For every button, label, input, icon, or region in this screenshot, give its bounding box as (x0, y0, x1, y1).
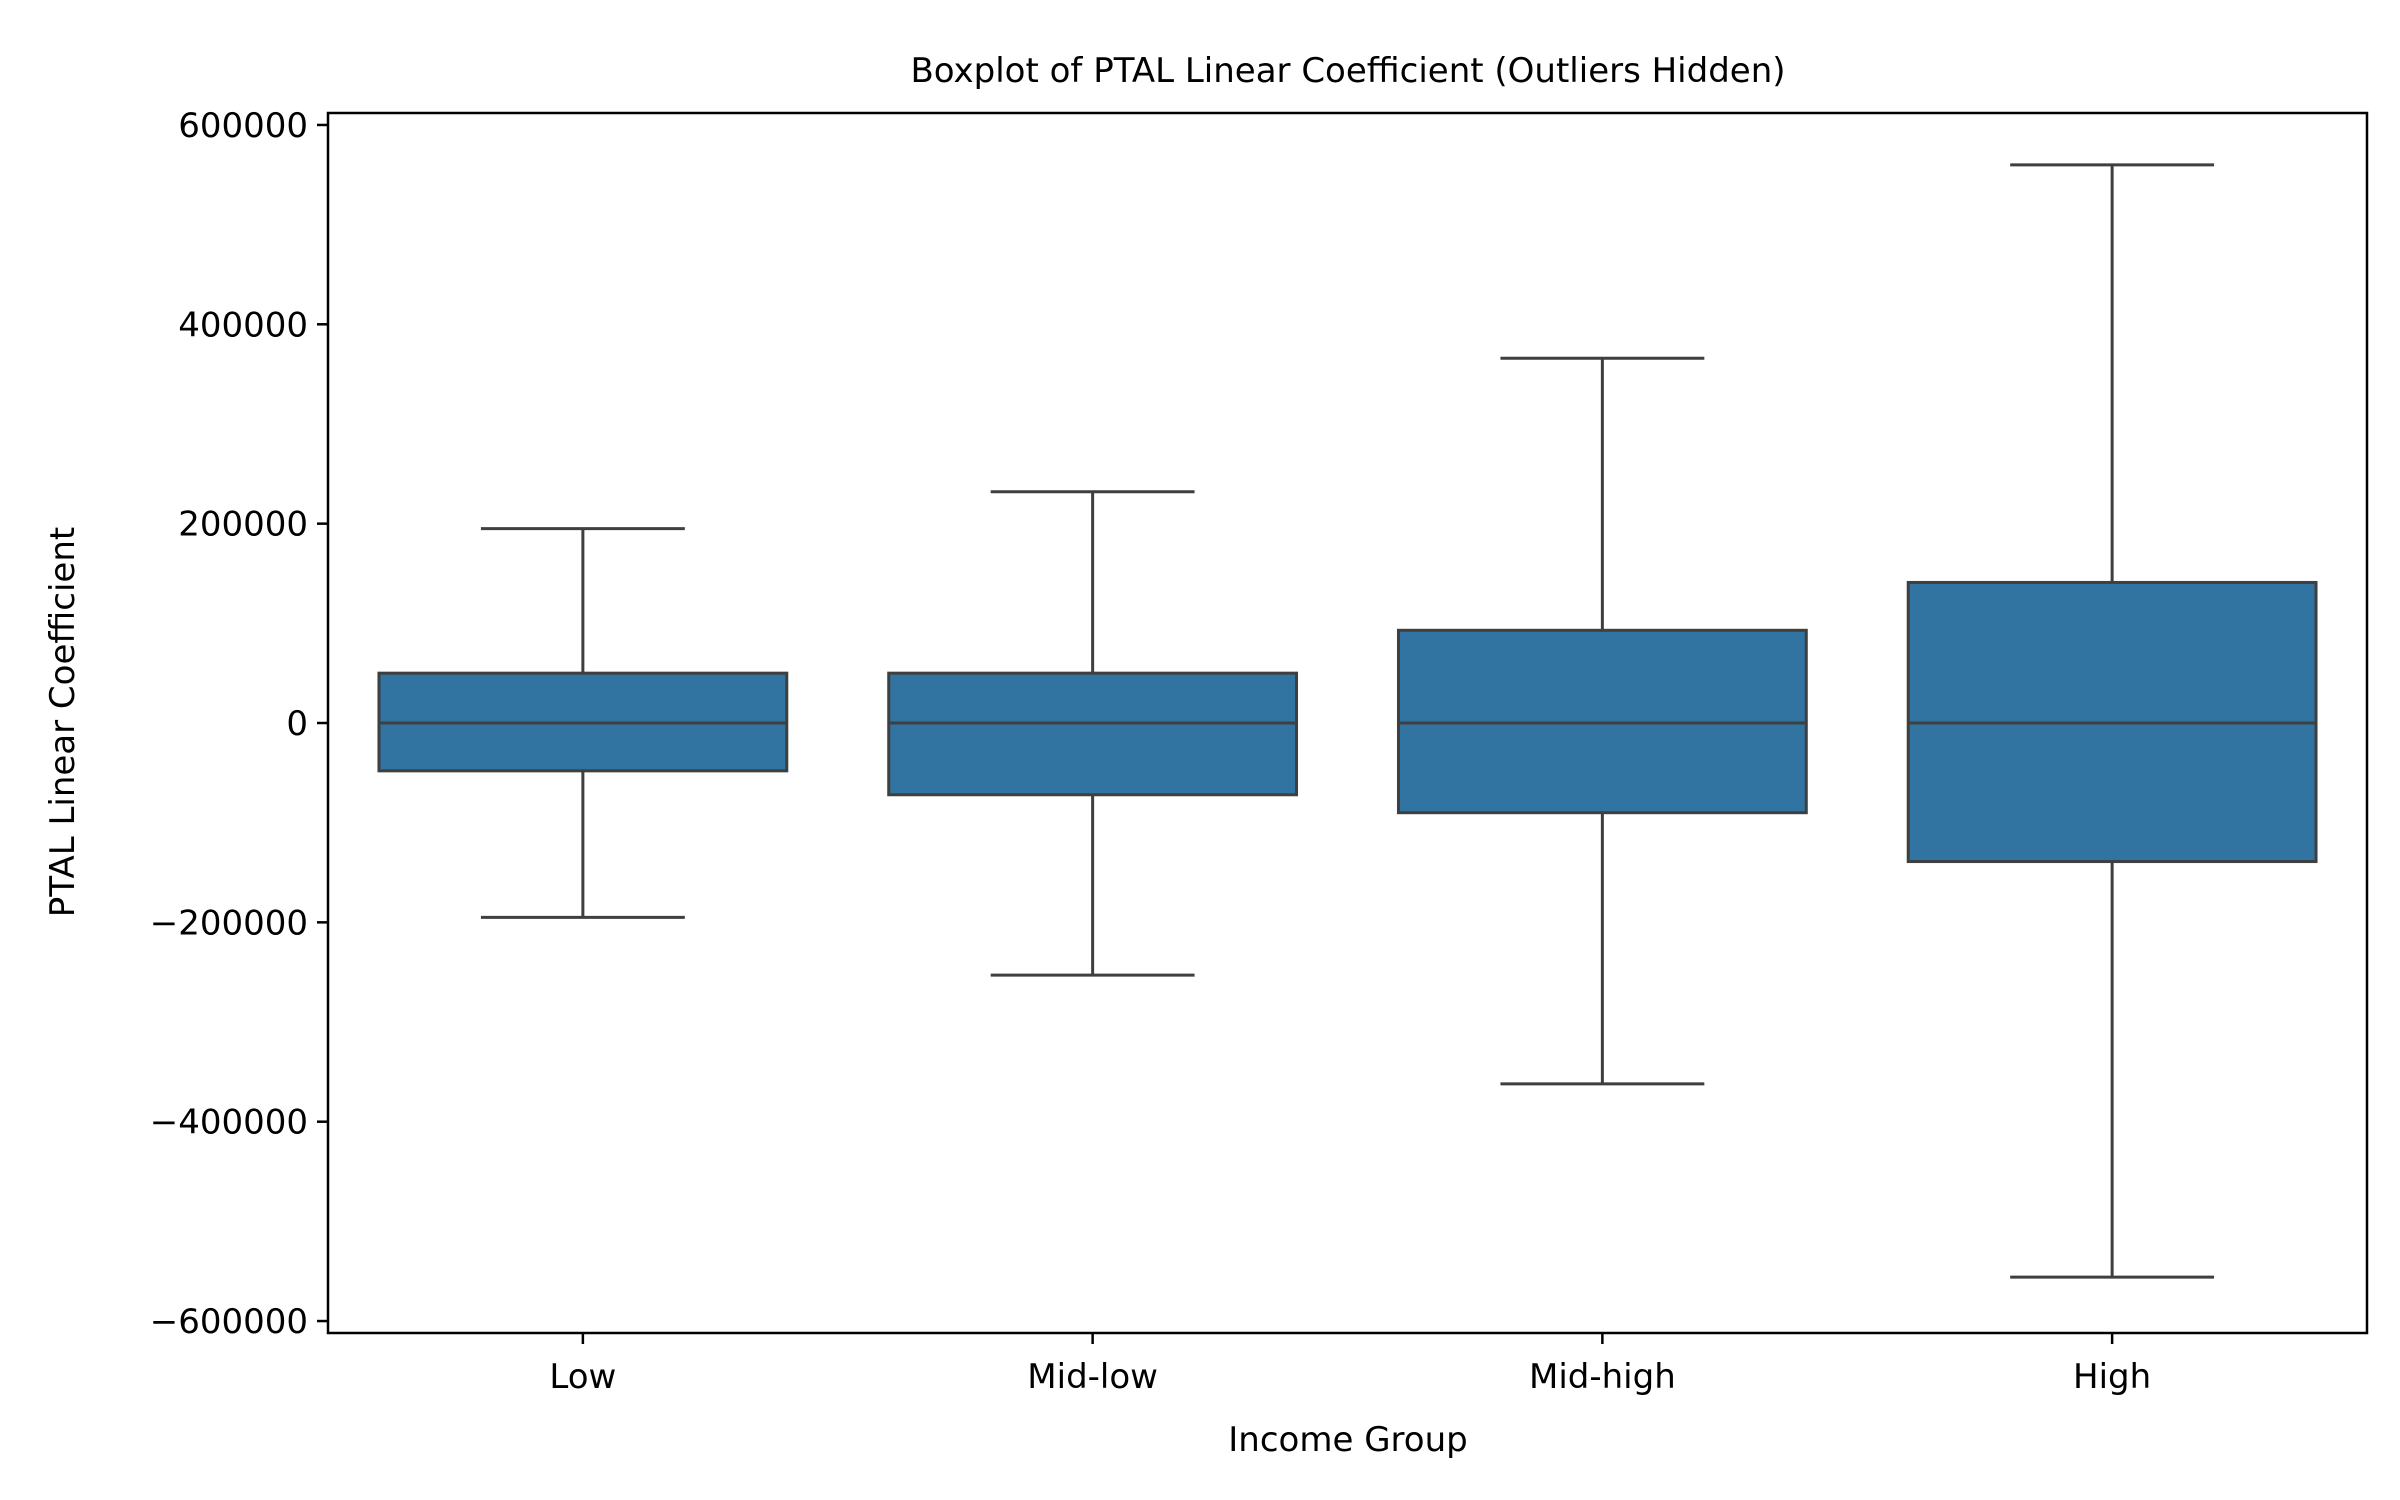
chart-title: Boxplot of PTAL Linear Coefficient (Outl… (910, 51, 1785, 91)
box-group-high (1906, 163, 2318, 1279)
plot-area: 600000 400000 200000 0 −200000 −400000 −600000… (150, 106, 2369, 1397)
y-axis-label: PTAL Linear Coefficient (43, 527, 83, 917)
y-tick-label: −200000 (150, 903, 308, 943)
box-iqr (887, 671, 1299, 797)
x-tick-label: Mid-high (1529, 1357, 1676, 1397)
y-tick-label: 200000 (178, 505, 308, 545)
box-group-mid-low (887, 490, 1299, 977)
y-tick-label: 600000 (178, 106, 308, 146)
x-tick-label: High (2073, 1357, 2151, 1397)
x-tick-label: Low (549, 1357, 616, 1397)
box-group-low (377, 527, 789, 919)
y-tick-label: −400000 (150, 1103, 308, 1143)
y-tick-label: 0 (286, 704, 308, 744)
y-tick-label: 400000 (178, 305, 308, 345)
x-tick-label: Mid-low (1027, 1357, 1158, 1397)
x-axis-label: Income Group (1228, 1420, 1467, 1460)
box-group-mid-high (1396, 356, 1808, 1086)
y-tick-label: −600000 (150, 1302, 308, 1342)
